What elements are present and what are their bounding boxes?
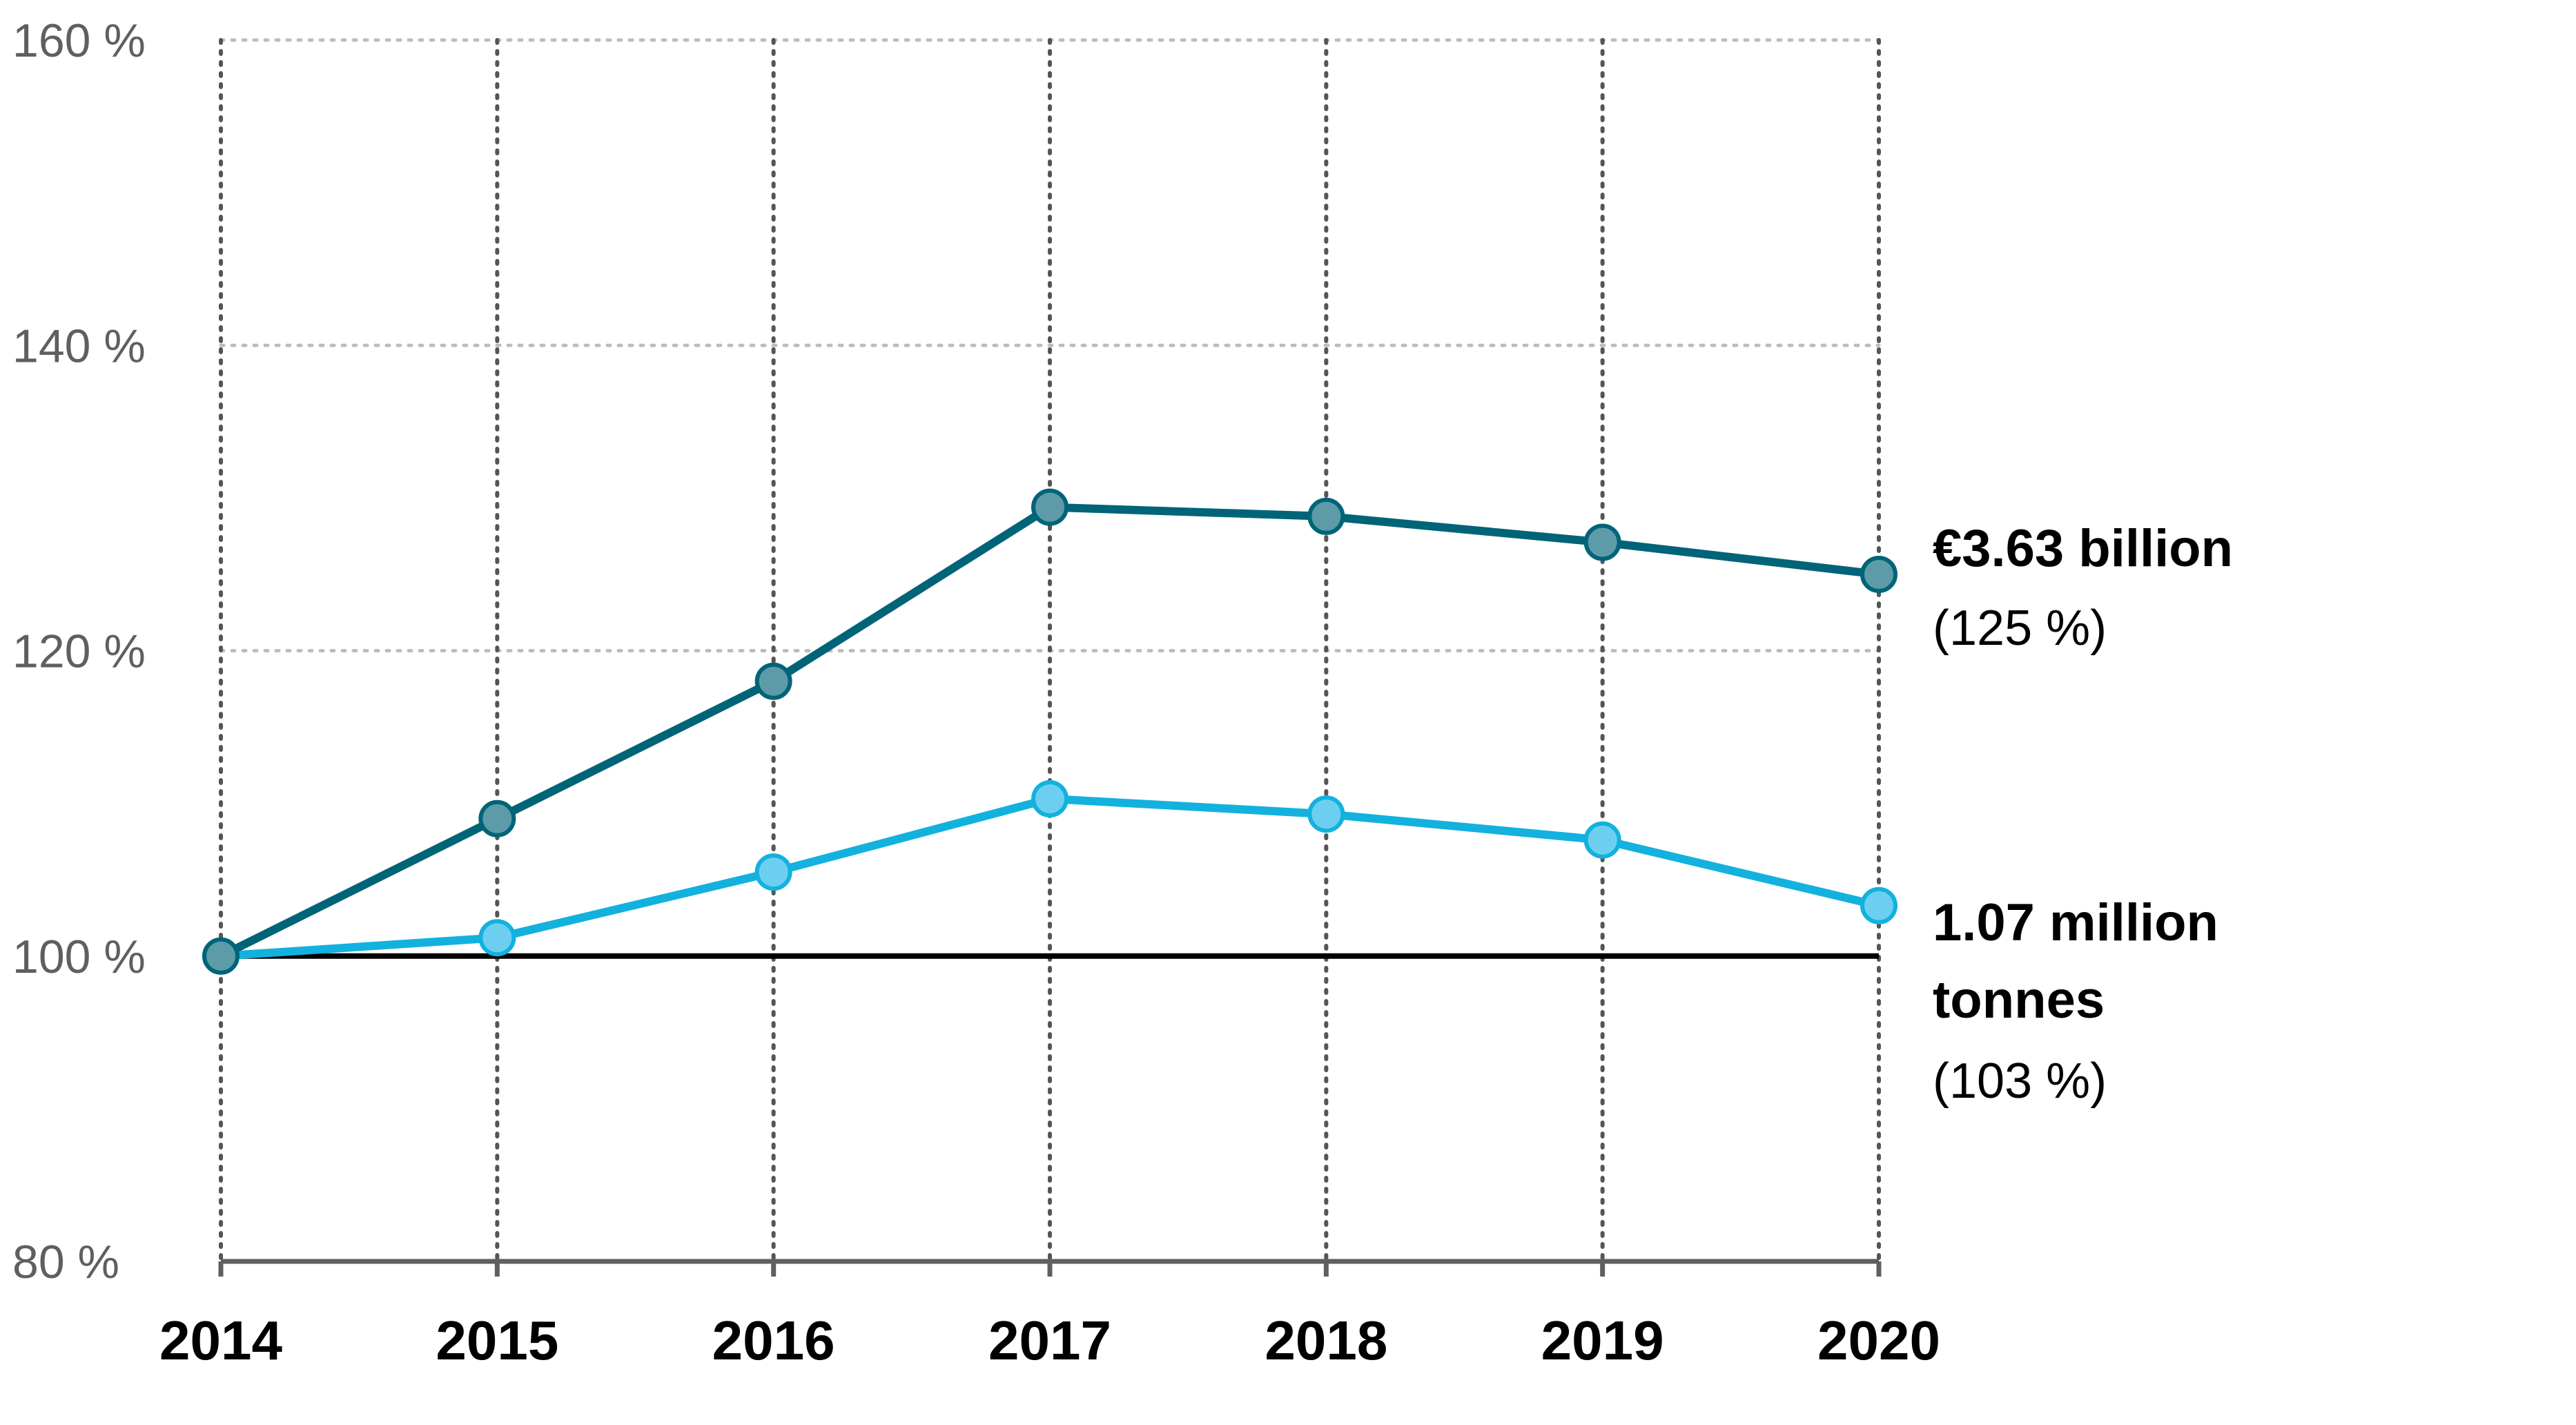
x-tick-label: 2019 [1541, 1310, 1664, 1371]
data-point-value [754, 662, 792, 700]
x-tick-label: 2017 [988, 1310, 1111, 1371]
data-point-volume [1307, 795, 1345, 833]
end-label-volume: 1.07 million [1933, 893, 2218, 952]
data-point-value [1583, 523, 1621, 561]
data-point-value [1307, 497, 1345, 535]
data-point-volume [1583, 821, 1621, 859]
data-point-volume [754, 853, 792, 891]
y-tick-label: 160 % [12, 14, 146, 67]
end-label-pct-volume: (103 %) [1933, 1054, 2107, 1109]
x-tick-label: 2014 [159, 1310, 282, 1371]
y-tick-label: 100 % [12, 931, 146, 983]
series-markers [202, 488, 1897, 975]
x-tick-label: 2015 [436, 1310, 558, 1371]
data-point-volume [478, 919, 516, 957]
data-point-volume [1031, 779, 1069, 817]
data-point-value [202, 937, 240, 975]
labels: 80 % 100 % 120 % 140 % 160 % 2014 2015 2016 2017… [12, 14, 2233, 1371]
end-label-pct-value: (125 %) [1933, 601, 2107, 656]
data-point-volume [1860, 886, 1897, 924]
end-label-volume: tonnes [1933, 971, 2105, 1029]
data-point-value [1860, 555, 1897, 593]
end-label-value: €3.63 billion [1933, 519, 2233, 578]
y-tick-label: 120 % [12, 626, 146, 678]
x-tick-label: 2018 [1265, 1310, 1387, 1371]
x-tick-label: 2020 [1817, 1310, 1940, 1371]
y-tick-label: 140 % [12, 320, 146, 372]
x-tick-label: 2016 [712, 1310, 835, 1371]
gridlines [219, 38, 1881, 1263]
y-tick-label: 80 % [12, 1236, 119, 1288]
data-point-value [1031, 488, 1069, 526]
data-point-value [478, 799, 516, 837]
